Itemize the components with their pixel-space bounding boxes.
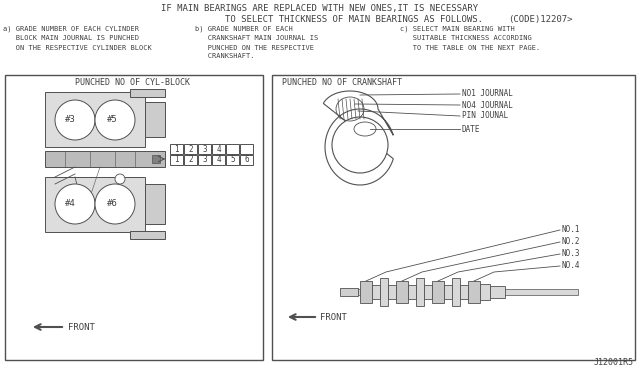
Bar bbox=[198, 155, 211, 165]
Text: NO.2: NO.2 bbox=[562, 237, 580, 247]
Bar bbox=[184, 155, 197, 165]
Text: NO.4: NO.4 bbox=[562, 262, 580, 270]
Text: PIN JOUNAL: PIN JOUNAL bbox=[462, 112, 508, 121]
Circle shape bbox=[55, 100, 95, 140]
Bar bbox=[360, 281, 372, 303]
Text: 4: 4 bbox=[216, 155, 221, 164]
Circle shape bbox=[55, 184, 95, 224]
Bar bbox=[45, 151, 165, 167]
Bar bbox=[198, 144, 211, 154]
Text: 6: 6 bbox=[244, 155, 249, 164]
Bar bbox=[45, 92, 145, 147]
Bar bbox=[152, 155, 160, 163]
Text: NO.1: NO.1 bbox=[562, 225, 580, 234]
Bar bbox=[452, 278, 460, 306]
Circle shape bbox=[332, 117, 388, 173]
Bar bbox=[424, 285, 432, 299]
Text: PUNCHED NO OF CRANKSHAFT: PUNCHED NO OF CRANKSHAFT bbox=[282, 78, 402, 87]
Bar bbox=[226, 155, 239, 165]
Bar bbox=[170, 155, 183, 165]
Text: DATE: DATE bbox=[462, 125, 481, 134]
Text: 3: 3 bbox=[202, 155, 207, 164]
Text: TO SELECT THICKNESS OF MAIN BEARINGS AS FOLLOWS.: TO SELECT THICKNESS OF MAIN BEARINGS AS … bbox=[225, 15, 483, 24]
Text: NO.3: NO.3 bbox=[562, 250, 580, 259]
Text: 3: 3 bbox=[202, 144, 207, 154]
Text: b) GRADE NUMBER OF EACH
   CRANKSHAFT MAIN JOURNAL IS
   PUNCHED ON THE RESPECTI: b) GRADE NUMBER OF EACH CRANKSHAFT MAIN … bbox=[195, 26, 318, 60]
Polygon shape bbox=[323, 91, 394, 185]
Bar bbox=[408, 285, 416, 299]
Bar bbox=[226, 144, 239, 154]
Bar bbox=[460, 285, 468, 299]
Bar bbox=[5, 75, 263, 360]
Text: #4: #4 bbox=[65, 199, 76, 208]
Text: (CODE)12207>: (CODE)12207> bbox=[508, 15, 573, 24]
Bar bbox=[145, 102, 165, 137]
Bar bbox=[45, 177, 145, 232]
Text: 2: 2 bbox=[188, 155, 193, 164]
Bar bbox=[416, 278, 424, 306]
Bar bbox=[388, 285, 396, 299]
Text: #6: #6 bbox=[107, 199, 118, 208]
Bar bbox=[432, 281, 444, 303]
Bar bbox=[490, 286, 505, 298]
Text: NO1 JOURNAL: NO1 JOURNAL bbox=[462, 90, 513, 99]
Bar bbox=[212, 144, 225, 154]
Circle shape bbox=[95, 184, 135, 224]
Bar bbox=[396, 281, 408, 303]
Bar bbox=[444, 285, 452, 299]
Bar bbox=[358, 289, 578, 295]
Text: J12001R5: J12001R5 bbox=[594, 358, 634, 367]
Bar bbox=[340, 288, 358, 296]
Bar bbox=[372, 285, 380, 299]
Text: PUNCHED NO OF CYL-BLOCK: PUNCHED NO OF CYL-BLOCK bbox=[75, 78, 190, 87]
Bar bbox=[184, 144, 197, 154]
Text: 4: 4 bbox=[216, 144, 221, 154]
Text: a) GRADE NUMBER OF EACH CYLINDER
   BLOCK MAIN JOURNAL IS PUNCHED
   ON THE RESP: a) GRADE NUMBER OF EACH CYLINDER BLOCK M… bbox=[3, 26, 152, 51]
Text: 2: 2 bbox=[188, 144, 193, 154]
Bar bbox=[130, 231, 165, 239]
Bar bbox=[145, 184, 165, 224]
Text: 5: 5 bbox=[230, 155, 235, 164]
Text: 1: 1 bbox=[174, 144, 179, 154]
Text: FRONT: FRONT bbox=[68, 323, 95, 331]
Bar bbox=[130, 89, 165, 97]
Bar bbox=[272, 75, 635, 360]
Text: FRONT: FRONT bbox=[320, 312, 347, 321]
Bar bbox=[380, 278, 388, 306]
Bar bbox=[468, 281, 480, 303]
Bar bbox=[170, 144, 183, 154]
Text: 1: 1 bbox=[174, 155, 179, 164]
Circle shape bbox=[115, 174, 125, 184]
Text: #5: #5 bbox=[107, 115, 118, 125]
Bar bbox=[480, 284, 490, 300]
Text: c) SELECT MAIN BEARING WITH
   SUITABLE THICKNESS ACCORDING
   TO THE TABLE ON T: c) SELECT MAIN BEARING WITH SUITABLE THI… bbox=[400, 26, 540, 51]
Text: NO4 JOURNAL: NO4 JOURNAL bbox=[462, 100, 513, 109]
Bar bbox=[212, 155, 225, 165]
Text: #3: #3 bbox=[65, 115, 76, 125]
Bar bbox=[240, 155, 253, 165]
Circle shape bbox=[95, 100, 135, 140]
Text: IF MAIN BEARINGS ARE REPLACED WITH NEW ONES,IT IS NECESSARY: IF MAIN BEARINGS ARE REPLACED WITH NEW O… bbox=[161, 4, 479, 13]
Bar bbox=[240, 144, 253, 154]
